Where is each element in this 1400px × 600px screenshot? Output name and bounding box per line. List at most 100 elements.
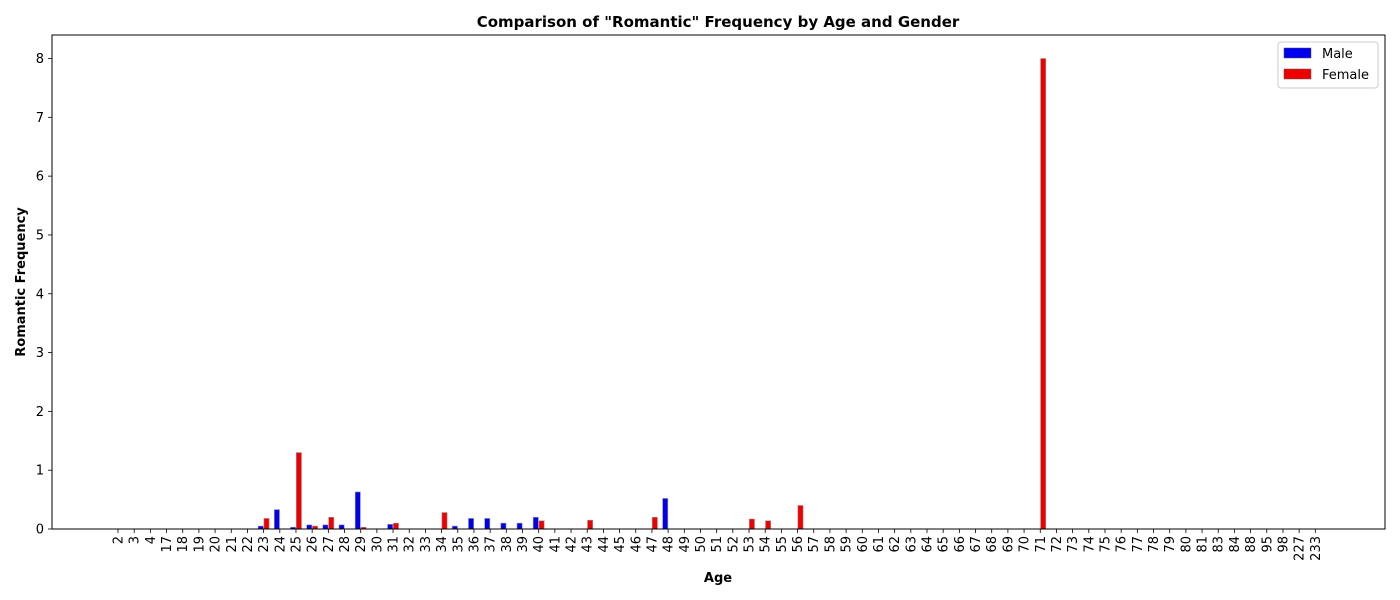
plot-frame	[51, 34, 1386, 530]
y-tick-label-0: 0	[36, 523, 44, 538]
x-tick-label-26: 26	[306, 536, 321, 553]
x-tick-label-39: 39	[516, 536, 531, 553]
bar-female-age-23	[263, 518, 270, 530]
y-axis-label: Romantic Frequency	[14, 207, 29, 357]
bar-female-age-54	[765, 520, 771, 530]
bar-male-age-28	[338, 524, 345, 530]
y-tick-label-7: 7	[36, 111, 44, 126]
bar-female-age-25	[295, 452, 302, 530]
x-tick-label-36: 36	[467, 536, 482, 553]
bar-male-age-31	[387, 523, 394, 530]
x-tick-label-45: 45	[613, 536, 628, 553]
x-tick-label-35: 35	[451, 536, 466, 553]
bar-female-age-34	[441, 512, 448, 530]
legend: Male Female	[1277, 41, 1379, 89]
y-axis-ticks: 0 1 2 3 4 5 6 7 8	[36, 52, 52, 538]
y-tick-label-8: 8	[36, 52, 44, 67]
x-tick-label-32: 32	[403, 536, 418, 553]
bar-male-age-27	[322, 524, 329, 530]
x-tick-label-18: 18	[176, 536, 191, 553]
bar-male-age-37	[484, 518, 491, 530]
x-tick-label-2: 2	[112, 536, 127, 544]
x-tick-label-19: 19	[192, 536, 207, 553]
x-tick-label-27: 27	[322, 536, 337, 553]
chart-title: Comparison of "Romantic" Frequency by Ag…	[477, 13, 960, 31]
x-tick-label-28: 28	[338, 536, 353, 553]
x-tick-label-57: 57	[807, 536, 822, 553]
x-tick-label-21: 21	[225, 536, 240, 553]
y-tick-label-3: 3	[36, 346, 44, 361]
y-tick-label-5: 5	[36, 228, 44, 243]
x-tick-label-47: 47	[645, 536, 660, 553]
x-tick-label-227: 227	[1293, 536, 1308, 561]
x-tick-label-65: 65	[937, 536, 952, 553]
x-tick-label-54: 54	[759, 536, 774, 553]
x-axis-label: Age	[704, 571, 732, 586]
bar-female-age-71	[1040, 58, 1047, 530]
x-tick-label-17: 17	[160, 536, 175, 553]
bar-male-age-24	[273, 509, 280, 530]
legend-swatch-female	[1283, 68, 1312, 80]
bar-female-age-40	[538, 520, 545, 530]
legend-label-female: Female	[1322, 68, 1369, 83]
bar-male-age-39	[516, 522, 523, 530]
x-tick-label-51: 51	[710, 536, 725, 553]
x-tick-label-81: 81	[1196, 536, 1211, 553]
x-tick-label-77: 77	[1131, 536, 1146, 553]
x-tick-label-50: 50	[694, 536, 709, 553]
x-tick-label-53: 53	[743, 536, 758, 553]
x-tick-label-66: 66	[953, 536, 968, 553]
bar-female-age-53	[749, 518, 755, 530]
bar-male-age-26	[306, 524, 313, 530]
x-tick-label-38: 38	[500, 536, 515, 553]
x-tick-label-37: 37	[484, 536, 499, 553]
x-tick-label-20: 20	[209, 536, 224, 553]
x-tick-label-84: 84	[1228, 536, 1243, 553]
x-tick-label-52: 52	[726, 536, 741, 553]
x-tick-label-75: 75	[1098, 536, 1113, 553]
x-tick-label-83: 83	[1212, 536, 1227, 553]
x-tick-label-71: 71	[1034, 536, 1049, 553]
x-tick-label-46: 46	[629, 536, 644, 553]
x-tick-label-62: 62	[888, 536, 903, 553]
x-tick-label-22: 22	[241, 536, 256, 553]
x-tick-label-44: 44	[597, 536, 612, 553]
x-tick-label-74: 74	[1082, 536, 1097, 553]
x-tick-label-73: 73	[1066, 536, 1081, 553]
bar-female-age-27	[328, 516, 335, 530]
x-tick-label-79: 79	[1163, 536, 1178, 553]
x-tick-label-34: 34	[435, 536, 450, 553]
y-tick-label-1: 1	[36, 464, 44, 479]
bar-male-age-40	[532, 516, 539, 530]
x-tick-label-31: 31	[387, 536, 402, 553]
x-tick-label-69: 69	[1001, 536, 1016, 553]
x-tick-label-233: 233	[1309, 536, 1324, 561]
x-tick-label-59: 59	[840, 536, 855, 553]
legend-label-male: Male	[1322, 47, 1353, 62]
x-tick-label-76: 76	[1115, 536, 1130, 553]
x-tick-label-78: 78	[1147, 536, 1162, 553]
x-tick-label-3: 3	[128, 536, 143, 544]
bar-female-age-56	[797, 505, 804, 530]
legend-swatch-male	[1283, 47, 1312, 59]
x-tick-label-70: 70	[1018, 536, 1033, 553]
x-tick-label-48: 48	[662, 536, 677, 553]
x-tick-label-40: 40	[532, 536, 547, 553]
x-tick-label-49: 49	[678, 536, 693, 553]
x-tick-label-23: 23	[257, 536, 272, 553]
x-axis-ticks: 2 3 4 17 18 19 20 21 22 23 24 25 26 27 28 29 30 31 32 33 34 3…	[112, 529, 1324, 561]
x-tick-label-63: 63	[904, 536, 919, 553]
x-tick-label-88: 88	[1244, 536, 1259, 553]
x-tick-label-33: 33	[419, 536, 434, 553]
bar-male-age-36	[468, 518, 474, 530]
x-tick-label-80: 80	[1179, 536, 1194, 553]
x-tick-label-4: 4	[144, 536, 159, 544]
x-tick-label-30: 30	[370, 536, 385, 553]
x-tick-label-60: 60	[856, 536, 871, 553]
bar-male-age-48	[662, 498, 669, 530]
x-tick-label-64: 64	[921, 536, 936, 553]
bar-female-age-43	[587, 519, 594, 530]
y-tick-label-2: 2	[36, 405, 44, 420]
x-tick-label-56: 56	[791, 536, 806, 553]
